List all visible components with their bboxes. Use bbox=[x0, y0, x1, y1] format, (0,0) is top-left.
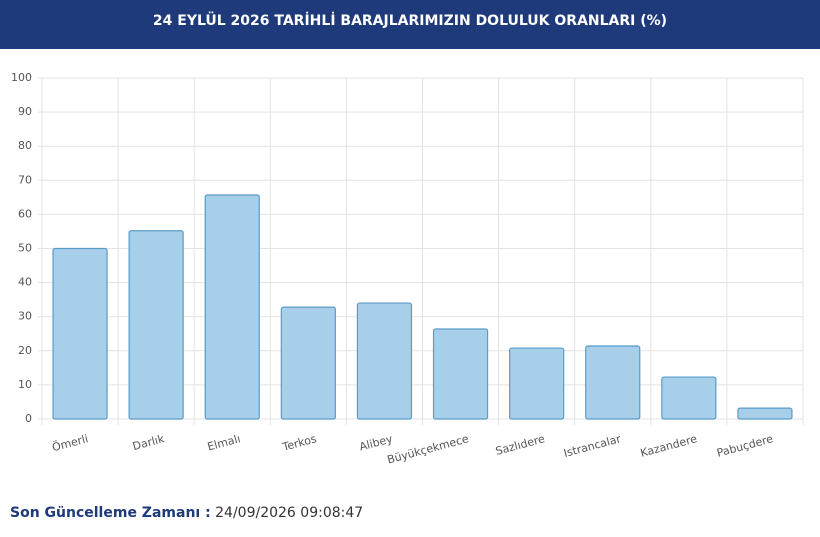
chart: 0 10 20 30 40 50 60 70 80 90 100 Ömerli Darlık Elmalı… bbox=[11, 71, 804, 466]
y-tick-label: 30 bbox=[18, 310, 32, 323]
y-tick-label: 100 bbox=[11, 71, 32, 84]
bar bbox=[52, 247, 108, 420]
x-tick-label: Ömerli bbox=[51, 432, 90, 454]
bar bbox=[280, 306, 336, 420]
chart-title: 24 EYLÜL 2026 TARİHLİ BARAJLARIMIZIN DOL… bbox=[0, 0, 820, 49]
bar bbox=[356, 302, 413, 420]
y-tick-label: 70 bbox=[18, 173, 32, 186]
footer: Son Güncelleme Zamanı : 24/09/2026 09:08… bbox=[10, 505, 363, 521]
x-tick-label: Kazandere bbox=[639, 432, 699, 460]
y-tick-label: 20 bbox=[18, 344, 32, 357]
update-label: Son Güncelleme Zamanı : bbox=[10, 505, 211, 521]
y-tick-label: 50 bbox=[18, 242, 32, 255]
update-time: 24/09/2026 09:08:47 bbox=[215, 505, 364, 521]
y-tick-label: 90 bbox=[18, 105, 32, 118]
y-tick-label: 60 bbox=[18, 207, 32, 220]
bar bbox=[204, 194, 260, 420]
bar bbox=[661, 376, 717, 420]
x-tick-label: Pabuçdere bbox=[715, 432, 774, 460]
x-tick-label: Istrancalar bbox=[562, 432, 622, 460]
x-tick-label: Alibey bbox=[358, 432, 395, 453]
y-tick-label: 10 bbox=[18, 378, 32, 391]
bar bbox=[509, 347, 565, 420]
y-tick-label: 80 bbox=[18, 139, 32, 152]
bar bbox=[432, 328, 489, 420]
x-tick-label: Elmalı bbox=[206, 432, 242, 453]
x-tick-label: Büyükçekmece bbox=[386, 432, 471, 466]
y-tick-label: 0 bbox=[25, 412, 32, 425]
bar bbox=[585, 345, 641, 420]
bar bbox=[128, 230, 184, 420]
bar bbox=[737, 407, 793, 420]
x-tick-label: Darlık bbox=[131, 432, 166, 453]
x-tick-label: Terkos bbox=[280, 432, 318, 454]
x-tick-label: Sazlıdere bbox=[494, 432, 546, 458]
y-tick-label: 40 bbox=[18, 276, 32, 289]
